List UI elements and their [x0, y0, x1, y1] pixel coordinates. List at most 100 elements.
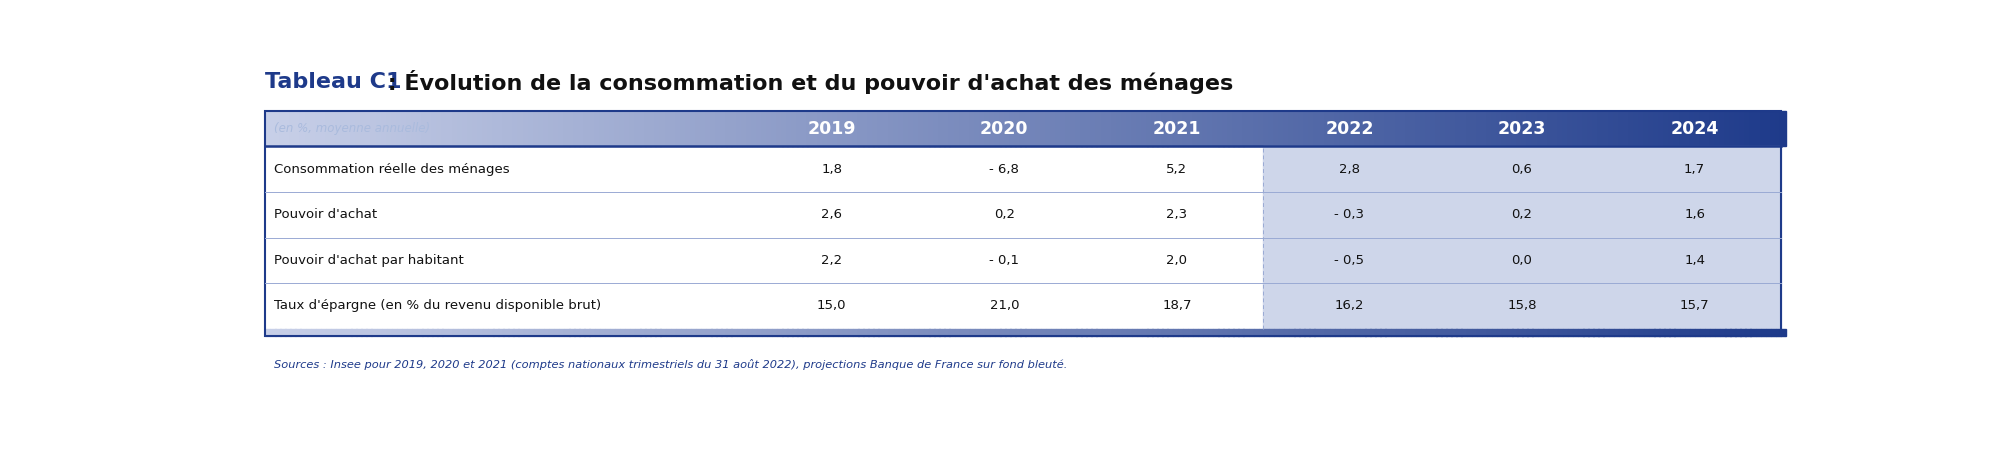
Bar — [1780, 329, 1786, 336]
Bar — [1635, 111, 1639, 146]
Bar — [944, 111, 950, 146]
Bar — [1184, 111, 1188, 146]
Text: 15,7: 15,7 — [1681, 299, 1709, 313]
Bar — [796, 329, 802, 336]
Bar — [355, 329, 361, 336]
Bar — [1741, 111, 1746, 146]
Bar — [381, 111, 387, 146]
Bar — [1365, 329, 1371, 336]
Bar — [599, 329, 605, 336]
Bar — [315, 111, 321, 146]
Bar — [1006, 329, 1010, 336]
Bar — [838, 329, 844, 336]
Bar — [371, 111, 377, 146]
Bar — [467, 111, 473, 146]
Bar — [1619, 111, 1625, 146]
Bar — [874, 111, 878, 146]
Bar — [331, 329, 337, 336]
Bar — [1279, 329, 1283, 336]
Bar — [589, 329, 595, 336]
Bar — [1547, 329, 1553, 336]
Bar — [812, 329, 818, 336]
Bar — [808, 329, 812, 336]
Bar — [848, 111, 854, 146]
Bar — [1006, 111, 1010, 146]
Bar — [1198, 329, 1204, 336]
Bar — [1431, 329, 1437, 336]
Bar — [279, 329, 285, 336]
Text: 2,8: 2,8 — [1339, 163, 1359, 176]
Bar — [301, 329, 305, 336]
Bar — [1283, 111, 1289, 146]
Bar — [1603, 111, 1609, 146]
Bar — [1711, 329, 1715, 336]
Bar — [852, 329, 858, 336]
Bar — [1096, 329, 1102, 336]
Bar — [1375, 329, 1381, 336]
Bar — [477, 111, 483, 146]
Bar — [1431, 111, 1437, 146]
Bar — [707, 329, 711, 336]
Bar — [621, 329, 625, 336]
Bar — [1491, 329, 1497, 336]
Bar — [533, 111, 539, 146]
Bar — [1745, 111, 1750, 146]
Bar — [1204, 329, 1208, 336]
Bar — [289, 111, 295, 146]
Bar — [589, 111, 595, 146]
Bar — [1224, 111, 1230, 146]
Bar — [1066, 329, 1072, 336]
Bar — [1319, 111, 1325, 146]
Bar — [555, 111, 559, 146]
Bar — [1172, 111, 1178, 146]
Bar — [964, 329, 970, 336]
Text: 2,2: 2,2 — [820, 254, 842, 267]
Bar — [1325, 111, 1329, 146]
Text: 1,4: 1,4 — [1685, 254, 1705, 267]
Bar — [1569, 111, 1573, 146]
Bar — [1649, 111, 1655, 146]
Bar — [645, 329, 651, 336]
Text: 2,6: 2,6 — [820, 208, 842, 221]
Bar — [1218, 329, 1224, 336]
Bar — [417, 329, 423, 336]
Bar — [1695, 111, 1701, 146]
Bar — [842, 111, 848, 146]
Bar — [1513, 111, 1517, 146]
Bar — [453, 111, 457, 146]
Bar — [1283, 329, 1289, 336]
Bar — [691, 329, 697, 336]
Bar — [457, 111, 463, 146]
Bar — [1507, 329, 1513, 336]
Bar — [1573, 329, 1579, 336]
Bar — [315, 329, 321, 336]
Bar — [762, 111, 766, 146]
Bar — [1046, 111, 1052, 146]
Bar — [1359, 111, 1365, 146]
Bar — [1756, 329, 1760, 336]
Bar — [1573, 111, 1579, 146]
Text: 0,6: 0,6 — [1511, 163, 1533, 176]
Bar — [934, 111, 940, 146]
Text: 0,0: 0,0 — [1511, 254, 1533, 267]
Bar — [1477, 329, 1483, 336]
Bar — [1391, 111, 1395, 146]
Bar — [473, 111, 479, 146]
Bar — [621, 111, 625, 146]
Bar — [1168, 329, 1174, 336]
Bar — [1152, 329, 1158, 336]
Text: Consommation réelle des ménages: Consommation réelle des ménages — [273, 163, 509, 176]
Bar — [341, 111, 347, 146]
Bar — [934, 329, 940, 336]
Bar — [483, 329, 489, 336]
Bar — [996, 329, 1000, 336]
Bar — [960, 111, 964, 146]
Bar — [477, 329, 483, 336]
Bar — [641, 111, 645, 146]
Bar — [387, 329, 391, 336]
Bar — [321, 111, 325, 146]
Bar — [1760, 329, 1766, 336]
Bar — [585, 329, 591, 336]
Bar — [1162, 329, 1168, 336]
Bar — [1715, 329, 1721, 336]
